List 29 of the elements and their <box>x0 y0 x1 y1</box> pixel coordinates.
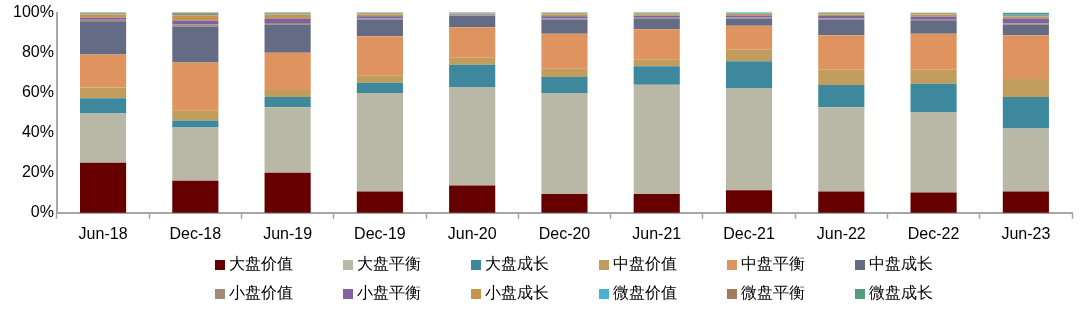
legend-label: 中盘平衡 <box>741 254 805 275</box>
legend-label: 微盘价值 <box>613 283 677 304</box>
x-tick-label: Dec-21 <box>723 224 775 242</box>
legend-label: 微盘平衡 <box>741 283 805 304</box>
legend-label: 中盘价值 <box>613 254 677 275</box>
x-tick-label: Jun-21 <box>632 224 682 242</box>
legend-label: 大盘平衡 <box>357 254 421 275</box>
legend-label: 微盘成长 <box>869 283 933 304</box>
x-tick-label: Jun-19 <box>263 224 313 242</box>
y-tick-label: 40% <box>21 123 54 141</box>
x-tick-label: Dec-22 <box>907 224 960 242</box>
y-tick-label: 100% <box>13 3 54 21</box>
y-tick-label: 0% <box>30 203 54 221</box>
x-tick-label: Jun-23 <box>1001 224 1051 242</box>
x-tick-label: Jun-20 <box>447 224 497 242</box>
legend-label: 小盘价值 <box>229 283 293 304</box>
x-tick-label: Jun-22 <box>816 224 866 242</box>
y-tick-label: 80% <box>21 43 54 61</box>
y-tick-label: 60% <box>21 83 54 101</box>
x-tick-label: Dec-18 <box>169 224 222 242</box>
y-tick-label: 20% <box>21 163 54 181</box>
legend-label: 小盘成长 <box>485 283 549 304</box>
x-tick-label: Dec-19 <box>354 224 406 242</box>
x-tick-label: Jun-18 <box>78 224 128 242</box>
x-tick-label: Dec-20 <box>538 224 591 242</box>
legend-label: 大盘价值 <box>229 254 293 275</box>
legend-label: 中盘成长 <box>869 254 933 275</box>
legend-label: 大盘成长 <box>485 254 549 275</box>
legend-label: 小盘平衡 <box>357 283 421 304</box>
